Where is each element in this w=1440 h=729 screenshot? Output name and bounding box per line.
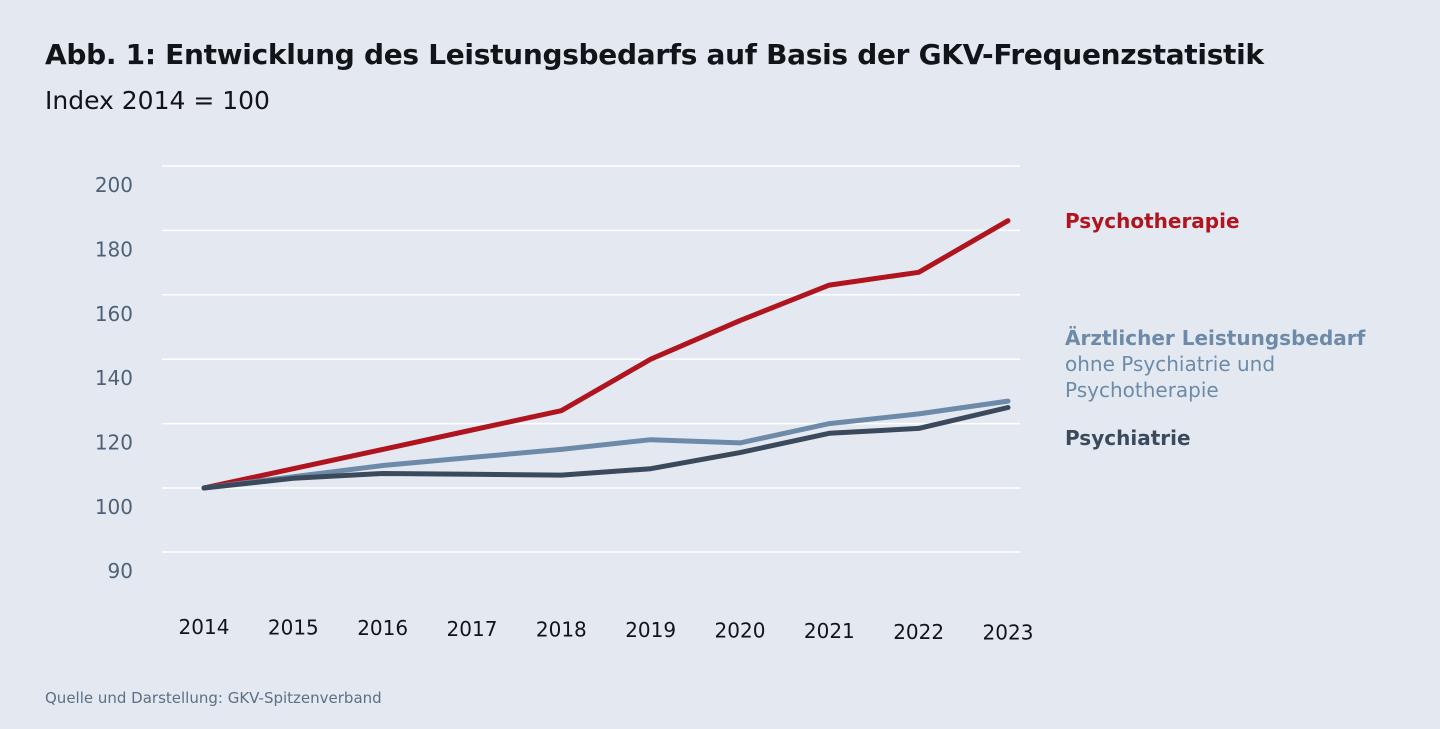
series-label-line: Psychotherapie	[1065, 378, 1219, 402]
y-axis-ticks: 90 100 120 140 160 180 200	[95, 173, 133, 583]
x-tick-label: 2022	[893, 620, 944, 644]
y-tick-label: 200	[95, 173, 133, 197]
y-tick-label: 100	[95, 495, 133, 519]
series-label-line: Ärztlicher Leistungsbedarf	[1065, 326, 1366, 350]
source-note: Quelle und Darstellung: GKV-Spitzenverba…	[45, 689, 382, 707]
x-tick-label: 2014	[179, 615, 230, 639]
x-tick-label: 2020	[715, 619, 766, 643]
x-tick-label: 2017	[447, 617, 498, 641]
x-axis-ticks: 2014 2015 2016 2017 2018 2019 2020 2021 2022 2023	[179, 615, 1034, 644]
series-label-line: ohne Psychiatrie und	[1065, 352, 1275, 376]
chart-subtitle: Index 2014 = 100	[45, 86, 270, 115]
y-tick-label: 180	[95, 237, 133, 261]
series-line-2	[201, 405, 1011, 491]
x-tick-label: 2021	[804, 619, 855, 643]
series-label-0: Psychotherapie	[1065, 209, 1240, 233]
x-tick-label: 2018	[536, 617, 587, 641]
x-tick-label: 2023	[983, 620, 1034, 644]
y-tick-label: 90	[108, 559, 133, 583]
x-tick-label: 2015	[268, 616, 319, 640]
series-label-line: Psychotherapie	[1065, 209, 1240, 233]
x-tick-label: 2016	[357, 616, 408, 640]
y-tick-label: 120	[95, 431, 133, 455]
series-line-1	[201, 398, 1011, 491]
series-lines	[201, 218, 1011, 491]
chart-title: Abb. 1: Entwicklung des Leistungsbedarfs…	[45, 38, 1264, 71]
y-tick-label: 140	[95, 366, 133, 390]
series-line-0	[201, 218, 1011, 491]
gridlines	[162, 165, 1020, 553]
series-label-line: Psychiatrie	[1065, 426, 1191, 450]
x-tick-label: 2019	[625, 618, 676, 642]
series-label-2: Psychiatrie	[1065, 426, 1191, 450]
y-tick-label: 160	[95, 302, 133, 326]
